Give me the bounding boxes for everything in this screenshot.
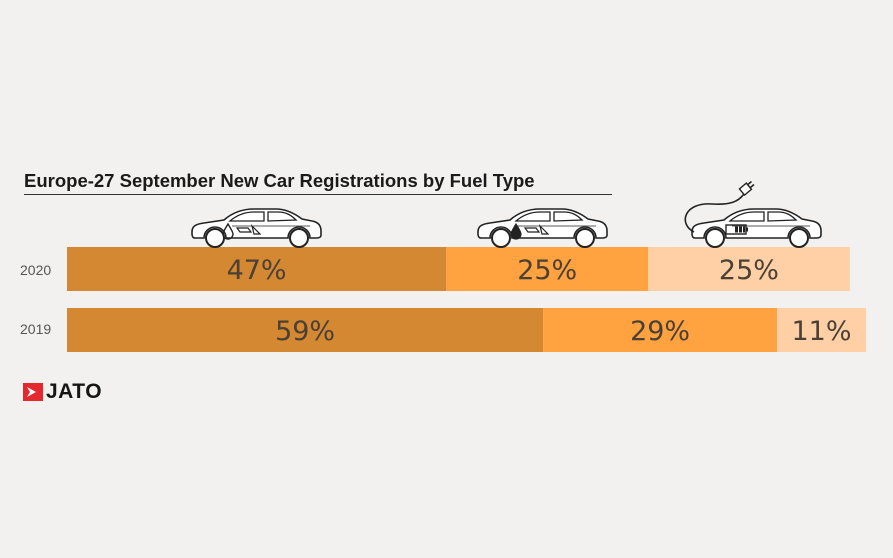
bar-segment-2020-1 (67, 247, 447, 291)
row-label-2019: 2019 (20, 321, 52, 337)
jato-logo: JATO (23, 380, 102, 404)
logo-text: JATO (46, 380, 103, 403)
bar-segment-2020-3 (648, 247, 850, 291)
bar-segment-2019-2 (543, 308, 778, 352)
bar-segment-2019-3 (777, 308, 866, 352)
bar-segment-2019-1 (67, 308, 544, 352)
data-label-2020-3: 25% (719, 255, 779, 286)
data-label-2019-1: 59% (275, 316, 335, 347)
data-label-2020-1: 47% (227, 255, 287, 286)
diesel-car-icon (477, 208, 608, 248)
data-label-2019-3: 11% (791, 316, 851, 347)
jato-logo-mark (23, 383, 43, 401)
electric-car-icon (684, 180, 822, 248)
petrol-car-icon (191, 208, 322, 248)
row-label-2020: 2020 (20, 262, 52, 278)
data-label-2019-2: 29% (630, 316, 690, 347)
chart-title: Europe-27 September New Car Registration… (24, 170, 535, 191)
data-label-2020-2: 25% (517, 255, 577, 286)
title-rule (24, 194, 612, 195)
bar-segment-2020-2 (446, 247, 649, 291)
